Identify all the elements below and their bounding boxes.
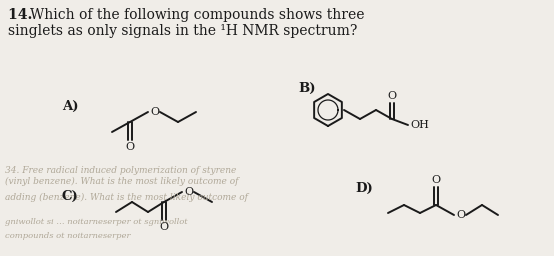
Text: B): B): [298, 82, 315, 95]
Text: O: O: [160, 222, 168, 232]
Text: A): A): [62, 100, 79, 113]
Text: O: O: [432, 175, 440, 185]
Text: compounds ot noitarneserper: compounds ot noitarneserper: [5, 232, 131, 240]
Text: O: O: [387, 91, 397, 101]
Text: 14.: 14.: [8, 8, 37, 22]
Text: O: O: [125, 142, 135, 152]
Text: D): D): [355, 182, 373, 195]
Text: O: O: [150, 107, 159, 117]
Text: C): C): [62, 190, 79, 203]
Text: 34. Free radical induced polymerization of styrene: 34. Free radical induced polymerization …: [5, 166, 237, 175]
Text: O: O: [184, 187, 193, 197]
Text: Which of the following compounds shows three: Which of the following compounds shows t…: [30, 8, 365, 22]
Text: singlets as only signals in the ¹H NMR spectrum?: singlets as only signals in the ¹H NMR s…: [8, 24, 357, 38]
Text: gniwollot si … noitarneserper ot sgniwollot: gniwollot si … noitarneserper ot sgniwol…: [5, 218, 188, 226]
Text: adding (benzene). What is the most likely outcome of: adding (benzene). What is the most likel…: [5, 193, 248, 202]
Text: O: O: [456, 210, 465, 220]
Text: OH: OH: [410, 120, 429, 130]
Text: (vinyl benzene). What is the most likely outcome of: (vinyl benzene). What is the most likely…: [5, 177, 239, 186]
